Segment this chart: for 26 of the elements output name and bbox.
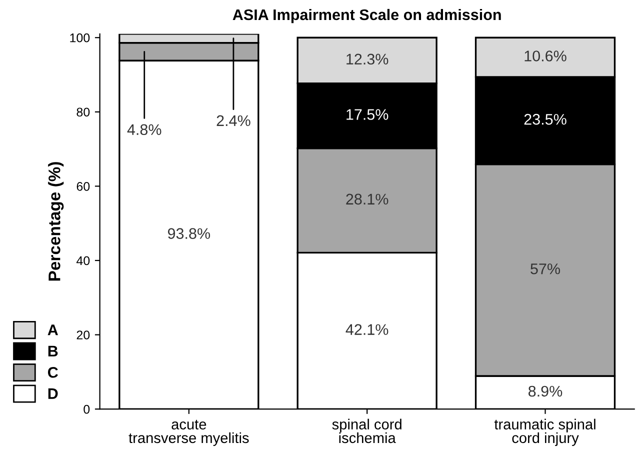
data-label: 10.6% xyxy=(524,50,566,62)
data-label: 8.9% xyxy=(528,386,562,397)
y-tick-label: 0 xyxy=(84,404,90,414)
data-label: 2.4% xyxy=(216,115,250,126)
x-tick-label: acute transverse myelitis xyxy=(128,420,249,446)
legend-label: A xyxy=(48,324,58,336)
data-label: 12.3% xyxy=(346,54,388,65)
x-tick-label: spinal cord ischemia xyxy=(332,418,402,444)
data-label: 4.8% xyxy=(127,124,162,136)
y-axis-title: Percentage (%) xyxy=(48,162,64,281)
x-tick-label: traumatic spinal cord injury xyxy=(494,418,596,446)
chart-title: ASIA Impairment Scale on admission xyxy=(232,8,501,24)
data-label: 57% xyxy=(530,263,560,274)
data-label: 42.1% xyxy=(346,324,388,335)
y-tick-label: 20 xyxy=(76,330,90,340)
data-label: 28.1% xyxy=(346,194,388,205)
data-label: 17.5% xyxy=(346,109,388,120)
legend-label: D xyxy=(48,388,58,399)
y-tick-label: 60 xyxy=(76,182,90,191)
legend-label: B xyxy=(48,346,58,356)
data-label: 23.5% xyxy=(524,114,566,125)
y-tick-label: 40 xyxy=(76,256,90,266)
y-tick-label: 100 xyxy=(70,33,90,42)
data-label: 93.8% xyxy=(168,228,210,239)
legend-label: C xyxy=(48,366,58,378)
y-tick-label: 80 xyxy=(76,108,90,117)
